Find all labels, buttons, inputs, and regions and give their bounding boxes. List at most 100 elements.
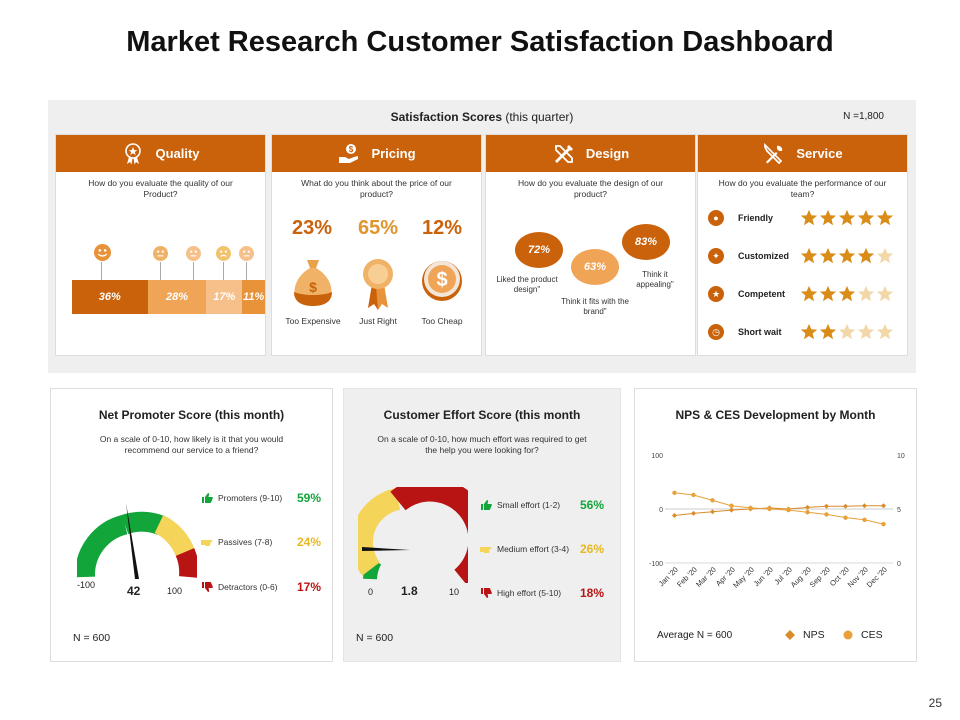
design-label-appealing: Think it appealing" — [636, 270, 674, 289]
nps-min-label: -100 — [77, 580, 96, 590]
ces-gauge — [358, 487, 468, 583]
svg-text:$: $ — [436, 269, 447, 291]
chart-left-tick: 100 — [651, 453, 663, 460]
satisfaction-header: Satisfaction Scores (this quarter) — [48, 110, 916, 124]
star-icon — [838, 323, 856, 340]
svg-text:$: $ — [309, 279, 317, 295]
nps-promoters-pct: 59% — [297, 491, 322, 505]
ces-value: 1.8 — [401, 584, 418, 598]
thumbs-down-icon — [202, 582, 213, 592]
nps-legend-passives: Passives (7-8) — [201, 537, 272, 547]
nps-legend-label: Detractors (0-6) — [218, 582, 278, 592]
service-card: Service How do you evaluate the performa… — [697, 134, 908, 356]
design-bubble-brand: 63% — [571, 249, 619, 285]
star-rating — [800, 323, 894, 341]
ces-max-label: 10 — [449, 587, 460, 597]
service-row-customized: ✦ Customized — [708, 244, 898, 268]
nps-point — [843, 503, 848, 509]
star-icon — [819, 323, 837, 340]
star-icon — [838, 247, 856, 264]
pricing-header: $ Pricing — [272, 135, 481, 172]
ces-legend-small: Small effort (1-2) — [480, 500, 560, 510]
nps-point — [881, 503, 886, 509]
clock-icon: ◷ — [708, 324, 724, 340]
nps-value: 42 — [127, 584, 141, 598]
nps-gauge-needle — [126, 503, 139, 579]
satisfaction-subtitle: (this quarter) — [502, 110, 574, 124]
ces-title: Customer Effort Score (this month — [383, 408, 581, 422]
nps-legend-label: Promoters (9-10) — [218, 493, 283, 503]
ces-question: On a scale of 0-10, how much effort was … — [377, 434, 587, 456]
design-header: Design — [486, 135, 695, 172]
ces-legend-label: Medium effort (3-4) — [497, 544, 570, 554]
ces-medium-pct: 26% — [580, 542, 605, 556]
thumbs-up-icon — [202, 493, 213, 503]
smiley-face-icon — [239, 246, 254, 261]
ribbon-badge-icon — [363, 259, 393, 310]
star-icon — [857, 285, 875, 302]
ces-point — [729, 503, 734, 508]
pricing-pct-cheap: 12% — [421, 217, 463, 239]
nps-point — [805, 504, 810, 510]
money-hand-icon: $ — [339, 143, 359, 163]
ces-panel: Customer Effort Score (this month On a s… — [343, 388, 621, 662]
chart-legend-nps: NPS — [785, 629, 825, 641]
satisfaction-title: Satisfaction Scores — [390, 110, 502, 124]
service-row-friendly: ● Friendly — [708, 206, 898, 230]
nps-n: N = 600 — [73, 632, 111, 644]
star-icon — [857, 247, 875, 264]
star-icon — [819, 209, 837, 226]
chart-title: NPS & CES Development by Month — [675, 408, 876, 422]
chart-right-tick: 5 — [897, 507, 901, 514]
star-icon — [876, 209, 894, 226]
chart-x-tick: Mar '20 — [694, 565, 718, 589]
nps-point — [710, 509, 715, 515]
ces-high-pct: 18% — [580, 586, 605, 600]
nps-gauge — [77, 503, 197, 579]
pricing-label-expensive: Too Expensive — [285, 316, 341, 326]
ces-gauge-medium-effort — [358, 488, 401, 576]
nps-point — [691, 510, 696, 516]
service-label: Short wait — [738, 327, 782, 337]
ces-min-label: 0 — [368, 587, 374, 597]
design-card: Design How do you evaluate the design of… — [485, 134, 696, 356]
chart-average-n: Average N = 600 — [657, 630, 733, 641]
star-icon — [876, 323, 894, 340]
ces-legend-label: High effort (5-10) — [497, 588, 562, 598]
chart-right-tick: 10 — [897, 453, 905, 460]
ces-legend-medium: Medium effort (3-4) — [480, 544, 569, 554]
smiley-face-icon — [94, 244, 111, 261]
nps-question: On a scale of 0-10, how likely is it tha… — [99, 434, 284, 456]
ces-gauge-high-effort — [390, 487, 468, 583]
chart-legend-ces: CES — [843, 629, 883, 641]
svg-text:$: $ — [349, 145, 354, 154]
chart-x-tick: Jun '20 — [752, 565, 775, 588]
pricing-question: What do you think about the price of our… — [301, 178, 452, 199]
chart-x-tick: May '20 — [731, 565, 756, 590]
diamond-marker-icon — [785, 630, 795, 640]
quality-bar-segment: 17% — [206, 280, 243, 314]
star-rating — [800, 285, 894, 303]
design-tools-icon — [554, 144, 573, 163]
nps-point — [824, 503, 829, 509]
service-label: Customized — [738, 251, 790, 261]
pricing-pct-right: 65% — [357, 217, 399, 239]
dollar-coin-icon: $ — [422, 261, 462, 301]
chart-right-tick: 0 — [897, 561, 901, 568]
chart-left-tick: 0 — [659, 507, 663, 514]
chart-x-tick: Feb '20 — [675, 565, 699, 589]
service-question: How do you evaluate the performance of o… — [718, 178, 887, 199]
quality-header: Quality — [56, 135, 265, 172]
smiley-face-icon — [186, 246, 201, 261]
smiley-face-icon — [216, 246, 231, 261]
chart-left-tick: -100 — [649, 561, 663, 568]
face-connector — [160, 262, 161, 280]
ces-point — [691, 492, 696, 498]
service-label: Competent — [738, 289, 785, 299]
pricing-header-label: Pricing — [371, 146, 416, 161]
star-icon — [838, 285, 856, 302]
chart-x-tick: Dec '20 — [865, 565, 889, 589]
design-header-label: Design — [585, 146, 630, 161]
face-connector — [223, 262, 224, 280]
